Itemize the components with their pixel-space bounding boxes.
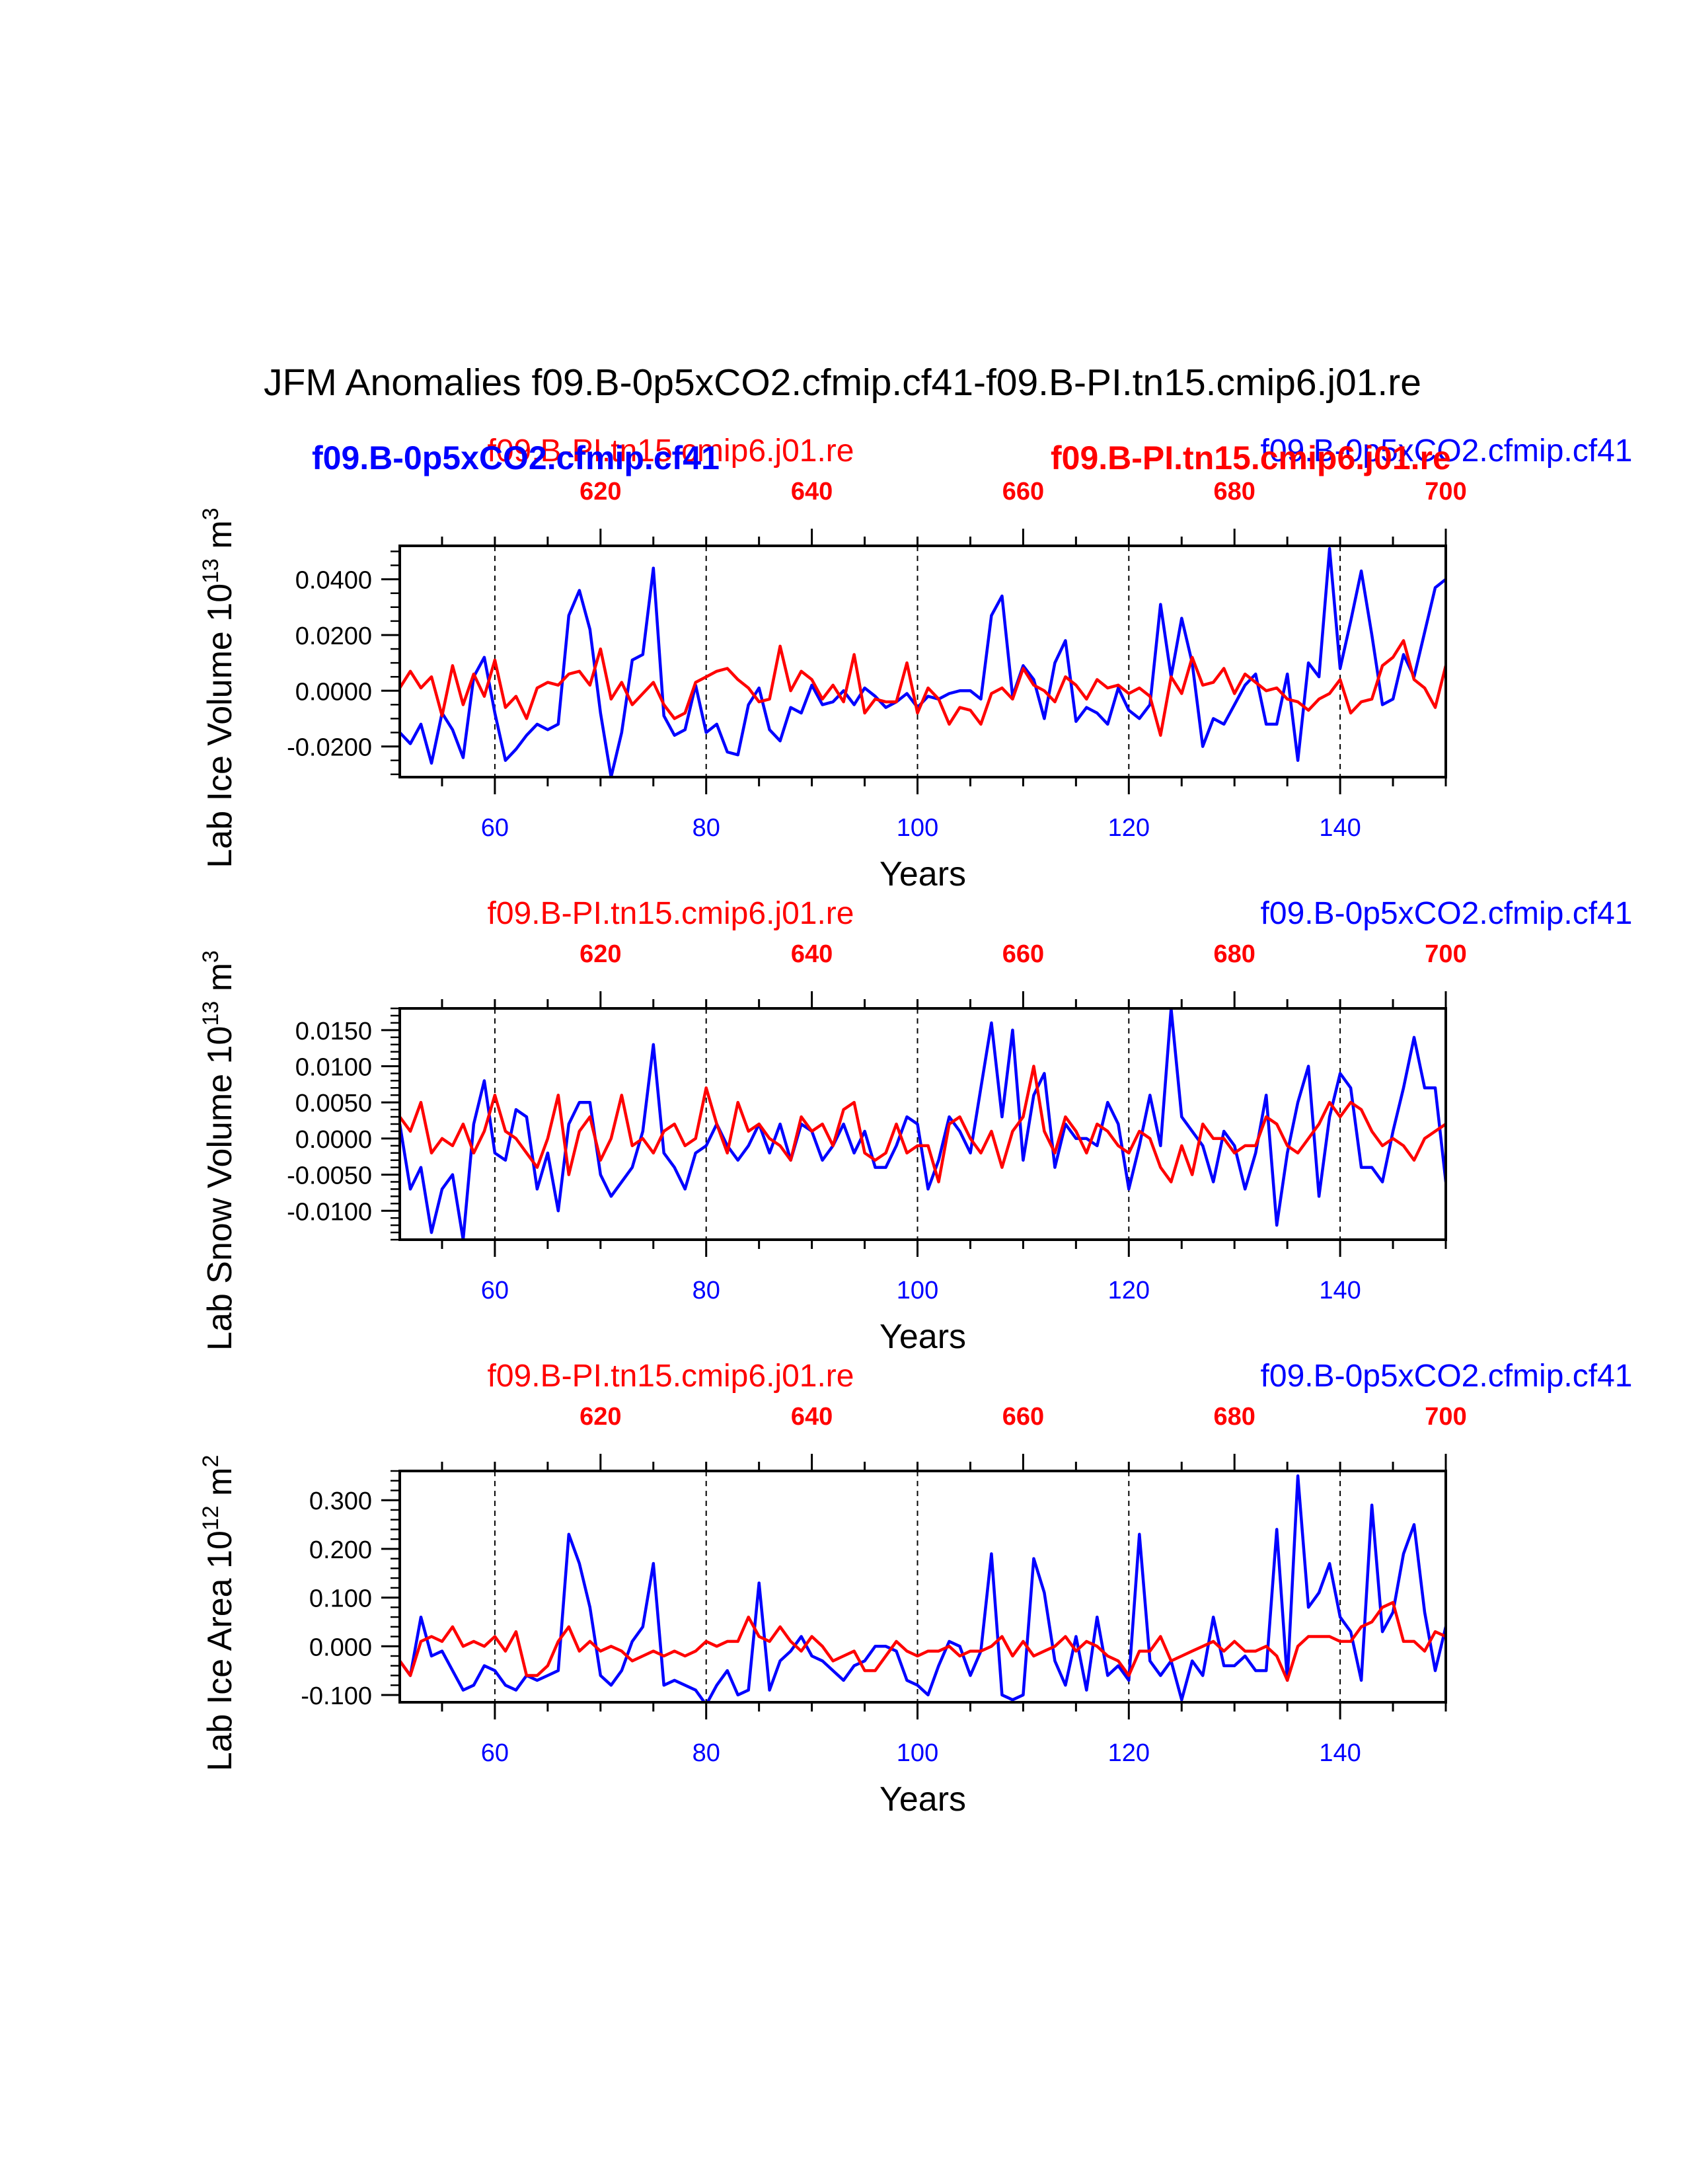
y-tick-label: -0.100 (301, 1682, 372, 1710)
x2-tick-label: 640 (791, 1403, 833, 1431)
x2-tick-label: 680 (1213, 478, 1255, 506)
x-tick-label: 100 (897, 1277, 938, 1304)
y-axis-title-exponent: 12 (198, 1505, 223, 1530)
y-tick-label: -0.0050 (287, 1162, 372, 1190)
figure-title: JFM Anomalies f09.B-0p5xCO2.cfmip.cf41-f… (264, 361, 1421, 404)
y-tick-label: 0.0050 (295, 1090, 372, 1117)
x2-tick-label: 620 (580, 940, 621, 968)
y-axis-title-exponent: 13 (198, 1001, 223, 1026)
x2-tick-label: 700 (1425, 478, 1466, 506)
chart-panel-2: -0.0100 -0.0050 0.0000 0.0050 0.0100 0.0150 60… (198, 896, 1632, 1356)
y-tick-label: 0.0000 (295, 1126, 372, 1154)
y-axis-title-exponent: 13 (198, 558, 223, 584)
y-tick-label: 0.0150 (295, 1018, 372, 1045)
series-line-case (400, 1008, 1446, 1240)
plot-frame (398, 545, 1447, 778)
y-tick-label: 0.300 (309, 1487, 372, 1515)
y-tick-label: -0.0100 (287, 1198, 372, 1226)
x-tick-label: 120 (1108, 1739, 1150, 1767)
x2-tick-label: 680 (1213, 1403, 1255, 1431)
x-tick-label: 60 (481, 1739, 509, 1767)
x-tick-label: 140 (1319, 814, 1361, 842)
right-series-label: f09.B-0p5xCO2.cfmip.cf41 (1261, 1359, 1633, 1394)
x2-tick-label: 640 (791, 940, 833, 968)
y-axis-title-main: Lab Ice Area 10 (201, 1530, 239, 1771)
x2-tick-label: 620 (580, 478, 621, 506)
series-line-case (400, 1474, 1446, 1702)
x-axis-title: Years (880, 1780, 966, 1819)
y-tick-label: -0.0200 (287, 734, 372, 762)
y-axis-title: Lab Ice Volume 1013 m3 (198, 508, 239, 868)
y-tick-label: 0.200 (309, 1536, 372, 1564)
panels-group: -0.0200 0.0000 0.0200 0.0400 60 80 100 120 140 62… (198, 433, 1632, 1819)
series-line-case (400, 546, 1446, 777)
x2-tick-label: 660 (1002, 940, 1044, 968)
x-axis-title: Years (880, 855, 966, 893)
series-line-control (400, 639, 1446, 737)
y-axis-title-unit-exponent: 2 (198, 1455, 223, 1468)
x-tick-label: 80 (693, 814, 720, 842)
y-axis-title-main: Lab Ice Volume 10 (201, 584, 239, 868)
y-axis-title-unit: m (201, 1468, 239, 1506)
y-tick-label: 0.0000 (295, 678, 372, 706)
x-tick-label: 60 (481, 1277, 509, 1304)
y-axis-title-main: Lab Snow Volume 10 (201, 1026, 239, 1351)
y-axis-title-unit-exponent: 3 (198, 950, 223, 963)
y-axis-title-unit: m (201, 963, 239, 1001)
series-line-control (400, 1065, 1446, 1184)
x-tick-label: 60 (481, 814, 509, 842)
x-tick-label: 100 (897, 814, 938, 842)
x-tick-label: 120 (1108, 814, 1150, 842)
x-tick-label: 140 (1319, 1277, 1361, 1304)
x2-tick-label: 700 (1425, 940, 1466, 968)
x-tick-label: 100 (897, 1739, 938, 1767)
left-series-label: f09.B-PI.tn15.cmip6.j01.re (488, 433, 854, 469)
overlay-label-right-bold: f09.B-PI.tn15.cmip6.j01.re (1051, 439, 1451, 476)
x2-tick-label: 660 (1002, 1403, 1044, 1431)
x2-tick-label: 660 (1002, 478, 1044, 506)
overlay-label-left-bold: f09.B-0p5xCO2.cfmip.cf41 (312, 439, 720, 476)
x2-tick-label: 700 (1425, 1403, 1466, 1431)
chart-panel-1: -0.0200 0.0000 0.0200 0.0400 60 80 100 120 140 62… (198, 433, 1632, 893)
x2-tick-label: 640 (791, 478, 833, 506)
y-axis-title: Lab Snow Volume 1013 m3 (198, 950, 239, 1351)
y-axis-title-unit-exponent: 3 (198, 508, 223, 520)
y-axis-title-unit: m (201, 520, 239, 558)
right-series-label: f09.B-0p5xCO2.cfmip.cf41 (1261, 896, 1633, 931)
y-tick-label: 0.100 (309, 1585, 372, 1613)
x-axis-title: Years (880, 1318, 966, 1356)
x-tick-label: 140 (1319, 1739, 1361, 1767)
left-series-label: f09.B-PI.tn15.cmip6.j01.re (488, 896, 854, 931)
y-axis-title: Lab Ice Area 1012 m2 (198, 1455, 239, 1772)
y-tick-label: 0.000 (309, 1634, 372, 1661)
y-tick-label: 0.0200 (295, 622, 372, 650)
series-line-control (400, 1600, 1446, 1682)
plot-frame (398, 1470, 1447, 1704)
left-series-label: f09.B-PI.tn15.cmip6.j01.re (488, 1359, 854, 1394)
x2-tick-label: 620 (580, 1403, 621, 1431)
y-tick-label: 0.0400 (295, 567, 372, 595)
x-tick-label: 120 (1108, 1277, 1150, 1304)
y-tick-label: 0.0100 (295, 1054, 372, 1082)
x2-tick-label: 680 (1213, 940, 1255, 968)
chart-panel-3: -0.100 0.000 0.100 0.200 0.300 60 80 100 120 140 6… (198, 1359, 1632, 1819)
right-series-label: f09.B-0p5xCO2.cfmip.cf41 (1261, 433, 1633, 469)
x-tick-label: 80 (693, 1277, 720, 1304)
x-tick-label: 80 (693, 1739, 720, 1767)
